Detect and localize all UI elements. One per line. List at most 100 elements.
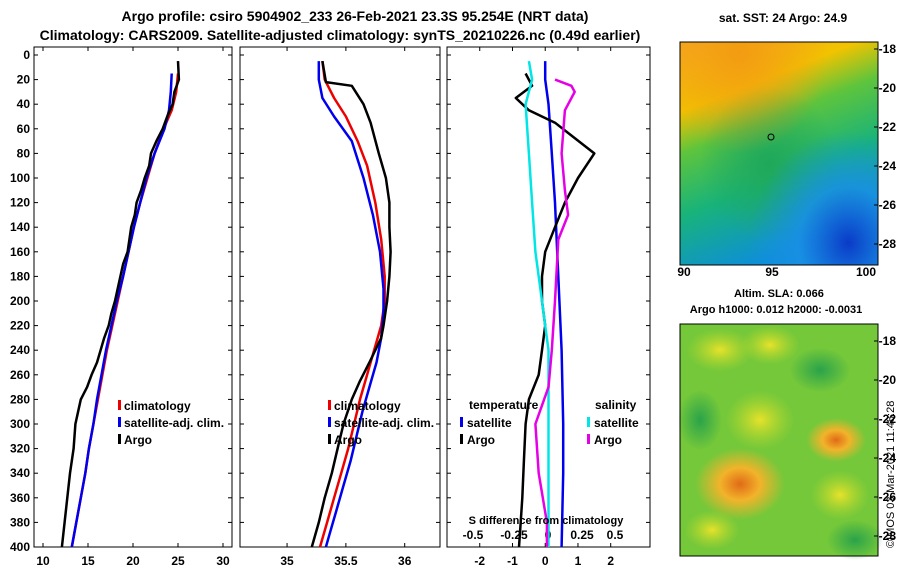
depth-tick-label: 260 xyxy=(10,368,30,382)
sla-blob xyxy=(678,390,722,450)
lat-tick-label: -28 xyxy=(879,237,897,251)
figure-title-line2: Climatology: CARS2009. Satellite-adjuste… xyxy=(40,27,641,43)
series-line-temperature-argo xyxy=(514,72,596,548)
legend-swatch xyxy=(587,434,590,444)
lat-tick-label: -18 xyxy=(879,334,897,348)
legend-label: Argo xyxy=(124,433,152,447)
depth-tick-label: 100 xyxy=(10,171,30,185)
lat-tick-label: -22 xyxy=(879,412,897,426)
sst-map: sat. SST: 24 Argo: 24.9 xyxy=(677,11,896,300)
sst-map-title: sat. SST: 24 Argo: 24.9 xyxy=(719,11,848,25)
depth-tick-label: 340 xyxy=(10,466,30,480)
difference-series xyxy=(514,60,596,548)
depth-tick-label: 20 xyxy=(17,73,31,87)
depth-tick-label: 240 xyxy=(10,343,30,357)
lat-tick-label: -22 xyxy=(879,120,897,134)
depth-tick-label: 140 xyxy=(10,220,30,234)
legend-swatch xyxy=(460,434,463,444)
depth-tick-label: 120 xyxy=(10,196,30,210)
legend-header-temperature: temperature xyxy=(469,398,539,412)
legend-header-salinity: salinity xyxy=(595,398,637,412)
series-line-salinity-argo xyxy=(534,78,576,547)
s-diff-tick-label: 0.5 xyxy=(607,528,624,542)
x-tick-label: 15 xyxy=(81,554,95,568)
legend-label: satellite xyxy=(467,416,512,430)
depth-tick-label: 0 xyxy=(23,48,30,62)
legend-label: satellite-adj. clim. xyxy=(334,416,434,430)
sla-map-title: Argo h1000: 0.012 h2000: -0.0031 xyxy=(690,304,862,316)
depth-tick-label: 180 xyxy=(10,269,30,283)
sla-blob xyxy=(827,520,883,560)
lat-tick-label: -28 xyxy=(879,529,897,543)
sla-lat-ticks: -18 -20 -22 -24 -26 -28 xyxy=(874,334,896,543)
imos-credit: ©IMOS 03-Mar-2021 11:48:28 xyxy=(885,401,897,548)
difference-axis-ticks: -2 -1 0 1 2-0.5 -0.25 0 0.25 0.5 xyxy=(463,47,624,568)
depth-tick-label: 360 xyxy=(10,491,30,505)
sst-map-warm-area xyxy=(680,42,878,265)
salinity-legend: climatology satellite-adj. clim. Argo xyxy=(328,399,434,447)
depth-tick-label: 80 xyxy=(17,146,31,160)
x-tick-label: 25 xyxy=(171,554,185,568)
difference-panel: -2 -1 0 1 2-0.5 -0.25 0 0.25 0.5 temperature sali… xyxy=(446,46,651,568)
series-line-climatology xyxy=(318,60,386,548)
sst-lon-tick-100: 100 xyxy=(856,265,876,279)
temperature-legend: climatology satellite-adj. clim. Argo xyxy=(118,399,224,447)
sst-lon-tick-95: 95 xyxy=(765,265,779,279)
depth-tick-label: 60 xyxy=(17,122,31,136)
temperature-axis-ticks: 10 15 20 25 30 xyxy=(36,47,230,568)
s-diff-tick-label: -0.25 xyxy=(500,528,528,542)
sla-blob xyxy=(695,448,785,520)
legend-label: Argo xyxy=(594,433,622,447)
x-tick-label: 35.5 xyxy=(334,554,358,568)
difference-legend: temperature salinity satellite Argo satellit… xyxy=(460,398,639,447)
depth-tick-label: 200 xyxy=(10,294,30,308)
depth-tick-label: 160 xyxy=(10,245,30,259)
temperature-series xyxy=(60,61,181,548)
x-tick-label: 20 xyxy=(126,554,140,568)
series-line-climatology xyxy=(70,73,180,548)
depth-tick-label: 220 xyxy=(10,319,30,333)
depth-axis-ticks: 0 20 40 60 80 100 120 140 160 180 200 220 240 260 280 3… xyxy=(10,48,650,554)
legend-swatch xyxy=(587,417,590,427)
series-line-salinity-satellite xyxy=(524,60,550,547)
depth-tick-label: 380 xyxy=(10,515,30,529)
sst-map-frame xyxy=(679,41,879,266)
salinity-axis-ticks: 35 35.5 36 xyxy=(280,47,412,568)
figure-title-line1: Argo profile: csiro 5904902_233 26-Feb-2… xyxy=(122,8,589,24)
sst-lon-tick-90: 90 xyxy=(677,265,691,279)
legend-swatch xyxy=(118,417,121,427)
legend-label: satellite-adj. clim. xyxy=(124,416,224,430)
lat-tick-label: -24 xyxy=(879,159,897,173)
legend-label: climatology xyxy=(124,399,191,413)
series-line-argo xyxy=(60,61,181,548)
s-diff-tick-label: 0.25 xyxy=(570,528,594,542)
lat-tick-label: -26 xyxy=(879,198,897,212)
legend-swatch xyxy=(328,434,331,444)
salinity-panel-frame xyxy=(239,46,441,548)
series-line-temperature-satellite xyxy=(543,61,565,548)
depth-tick-label: 40 xyxy=(17,97,31,111)
s-diff-tick-label: -0.5 xyxy=(463,528,484,542)
sla-map-frame xyxy=(679,323,879,557)
sla-map: Argo h1000: 0.012 h2000: -0.0031 xyxy=(678,304,896,560)
depth-tick-label: 400 xyxy=(10,540,30,554)
x-tick-label: 0 xyxy=(542,554,549,568)
x-tick-label: 10 xyxy=(36,554,50,568)
series-line-satellite-adj-clim- xyxy=(70,73,173,548)
legend-swatch xyxy=(460,417,463,427)
legend-label: climatology xyxy=(334,399,401,413)
salinity-series xyxy=(310,60,392,548)
sst-lat-ticks: -18 -20 -22 -24 -26 -28 xyxy=(874,42,896,251)
legend-label: Argo xyxy=(467,433,495,447)
sla-blob xyxy=(810,470,870,520)
legend-swatch xyxy=(118,434,121,444)
salinity-panel: 35 35.5 36 climatology satellite-adj. clim.… xyxy=(239,46,441,568)
legend-label: Argo xyxy=(334,433,362,447)
salinity-difference-label: S difference from climatology xyxy=(469,515,625,527)
x-tick-label: 2 xyxy=(607,554,614,568)
lat-tick-label: -20 xyxy=(879,373,897,387)
series-line-argo xyxy=(310,60,392,548)
x-tick-label: 30 xyxy=(216,554,230,568)
legend-swatch xyxy=(118,400,121,410)
